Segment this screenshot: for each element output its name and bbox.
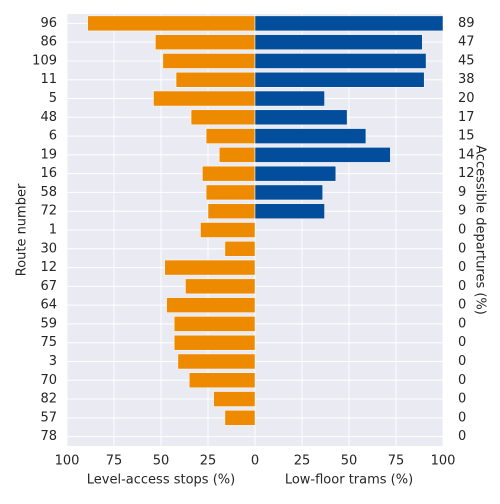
bar bbox=[254, 53, 427, 69]
bar bbox=[224, 410, 256, 426]
y-tick-label: 72 bbox=[40, 204, 57, 219]
y2-tick-label: 15 bbox=[458, 129, 475, 144]
bar bbox=[213, 391, 256, 407]
y2-tick-label: 0 bbox=[458, 316, 466, 331]
bar bbox=[254, 71, 425, 88]
y-tick-label: 6 bbox=[49, 129, 57, 144]
x-tick-label: 0 bbox=[251, 454, 259, 469]
bar bbox=[254, 15, 444, 32]
bar bbox=[224, 241, 256, 257]
x-tick-label: 50 bbox=[153, 454, 170, 469]
bar bbox=[205, 184, 256, 201]
bar bbox=[254, 147, 391, 163]
y-axis-label: Route number bbox=[15, 183, 30, 276]
y2-tick-label: 0 bbox=[458, 429, 466, 444]
y2-tick-label: 0 bbox=[458, 260, 466, 275]
bar bbox=[185, 278, 256, 295]
bar bbox=[175, 71, 256, 88]
y2-tick-label: 9 bbox=[458, 204, 466, 219]
x-tick-label: 75 bbox=[388, 454, 405, 469]
y2-tick-label: 17 bbox=[458, 110, 475, 125]
y2-tick-label: 0 bbox=[458, 335, 466, 350]
y2-tick-label: 0 bbox=[458, 410, 466, 425]
x-tick-label: 50 bbox=[341, 454, 358, 469]
y-tick-label: 30 bbox=[40, 241, 57, 256]
y-tick-label: 96 bbox=[40, 16, 57, 31]
y2-tick-label: 0 bbox=[458, 373, 466, 388]
bar bbox=[173, 334, 256, 351]
y-tick-label: 109 bbox=[32, 53, 57, 68]
y-tick-label: 1 bbox=[49, 223, 57, 238]
bar bbox=[254, 165, 337, 182]
bar bbox=[202, 165, 256, 182]
x-tick-label: 25 bbox=[200, 454, 217, 469]
y-tick-label: 58 bbox=[40, 185, 57, 200]
y2-tick-label: 9 bbox=[458, 185, 466, 200]
y-tick-label: 78 bbox=[40, 429, 57, 444]
y2-tick-label: 0 bbox=[458, 241, 466, 256]
bar bbox=[200, 222, 256, 238]
bar bbox=[219, 147, 256, 163]
bar bbox=[188, 372, 256, 389]
y2-axis-label: Accessible departures (%) bbox=[473, 145, 488, 315]
bar bbox=[155, 34, 256, 50]
y-tick-label: 5 bbox=[49, 91, 57, 106]
y-tick-label: 3 bbox=[49, 354, 57, 369]
y-tick-label: 19 bbox=[40, 147, 57, 162]
y2-tick-label: 0 bbox=[458, 354, 466, 369]
y-tick-label: 86 bbox=[40, 35, 57, 50]
bar bbox=[254, 90, 325, 107]
x-tick-label: 25 bbox=[294, 454, 311, 469]
bar bbox=[205, 128, 256, 144]
bar bbox=[87, 15, 256, 32]
y2-tick-label: 0 bbox=[458, 392, 466, 407]
y-tick-label: 67 bbox=[40, 279, 57, 294]
x-tick-label: 75 bbox=[106, 454, 123, 469]
y-tick-label: 12 bbox=[40, 260, 57, 275]
bar bbox=[254, 128, 367, 144]
x-tick-label: 100 bbox=[55, 454, 80, 469]
y2-tick-label: 0 bbox=[458, 279, 466, 294]
y2-tick-label: 47 bbox=[458, 35, 475, 50]
y-tick-label: 75 bbox=[40, 335, 57, 350]
y2-tick-label: 45 bbox=[458, 53, 475, 68]
y-tick-label: 64 bbox=[40, 298, 57, 313]
y2-tick-label: 0 bbox=[458, 223, 466, 238]
y2-tick-label: 14 bbox=[458, 147, 475, 162]
y2-tick-label: 0 bbox=[458, 298, 466, 313]
y-tick-label: 48 bbox=[40, 110, 57, 125]
bar bbox=[254, 184, 323, 201]
y-tick-label: 82 bbox=[40, 392, 57, 407]
y2-tick-label: 89 bbox=[458, 16, 475, 31]
y2-tick-label: 20 bbox=[458, 91, 475, 106]
x-axis-label: Low-floor trams (%) bbox=[285, 473, 413, 488]
y-tick-label: 70 bbox=[40, 373, 57, 388]
bar bbox=[173, 316, 256, 332]
bar bbox=[190, 109, 256, 126]
y-tick-label: 57 bbox=[40, 410, 57, 425]
bar bbox=[166, 297, 256, 313]
bar bbox=[153, 90, 256, 107]
y-tick-label: 59 bbox=[40, 316, 57, 331]
y2-tick-label: 12 bbox=[458, 166, 475, 181]
bar bbox=[162, 53, 256, 69]
bar bbox=[207, 203, 256, 219]
y-tick-label: 16 bbox=[40, 166, 57, 181]
bar bbox=[164, 259, 256, 276]
bar bbox=[254, 203, 325, 219]
bar bbox=[177, 353, 256, 370]
x-tick-label: 100 bbox=[431, 454, 456, 469]
y2-tick-label: 38 bbox=[458, 72, 475, 87]
y-tick-label: 11 bbox=[40, 72, 57, 87]
bar bbox=[254, 109, 348, 126]
bar bbox=[254, 34, 423, 50]
x-axis-label: Level-access stops (%) bbox=[87, 473, 235, 488]
